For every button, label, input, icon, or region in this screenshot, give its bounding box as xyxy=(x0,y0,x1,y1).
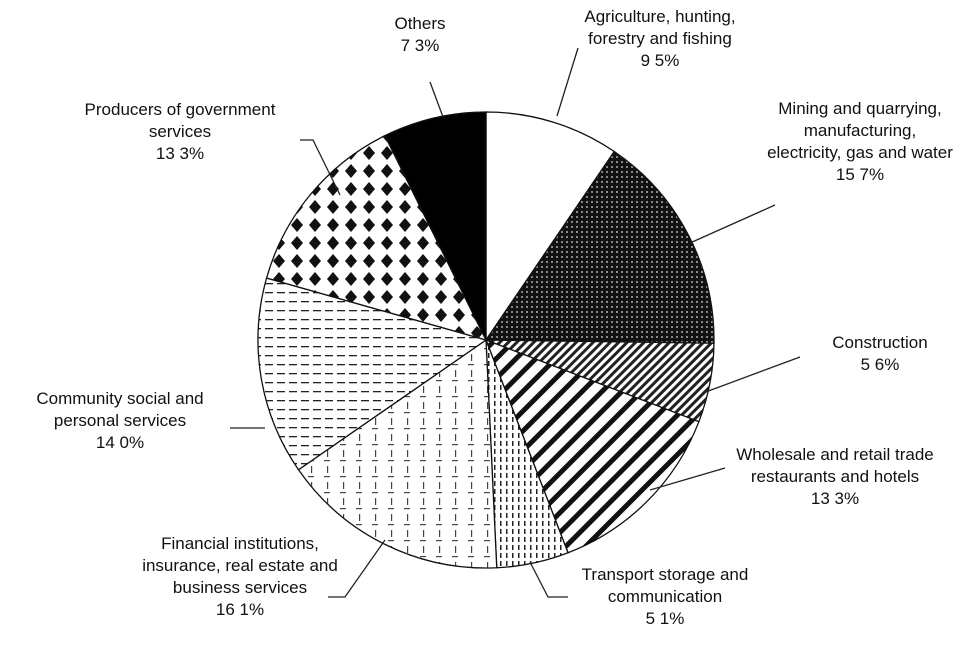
pie-slice xyxy=(484,150,715,344)
slice-label: Community social and personal services 14… xyxy=(15,388,225,454)
category: Others xyxy=(394,14,446,33)
category: Transport storage and communication xyxy=(581,565,749,606)
value-label: 9 5% xyxy=(640,51,680,70)
slice-label: Mining and quarrying, manufacturing, ele… xyxy=(765,98,955,186)
pie-slice xyxy=(257,277,488,471)
category: Wholesale and retail trade restaurants a… xyxy=(736,445,934,486)
leader-line xyxy=(649,467,726,491)
value-label: 5 1% xyxy=(645,609,685,628)
pie-slice xyxy=(265,134,488,342)
category: Construction xyxy=(832,333,928,352)
value-label: 14 0% xyxy=(95,433,145,452)
category: Agriculture, hunting, forestry and fishi… xyxy=(584,7,736,48)
value-label: 16 1% xyxy=(215,600,265,619)
value-label: 13 3% xyxy=(810,489,860,508)
leader-line xyxy=(429,81,444,118)
leader-line xyxy=(328,539,386,598)
leader-line xyxy=(529,561,568,598)
leader-line xyxy=(300,139,341,196)
pie-slice xyxy=(484,338,700,554)
slice-label: Financial institutions, insurance, real … xyxy=(120,533,360,621)
value-label: 15 7% xyxy=(835,165,885,184)
value-label: 7 3% xyxy=(400,36,440,55)
category: Financial institutions, insurance, real … xyxy=(142,534,338,597)
leader-line xyxy=(556,47,579,117)
category: Mining and quarrying, manufacturing, ele… xyxy=(767,99,953,162)
category: Producers of government services xyxy=(84,100,276,141)
leader-line xyxy=(689,204,776,244)
slice-label: Others 7 3% xyxy=(370,13,470,57)
leaders xyxy=(230,47,801,598)
slice-label: Construction 5 6% xyxy=(805,332,955,376)
slice-label: Producers of government services 13 3% xyxy=(55,99,305,165)
slice-label: Agriculture, hunting, forestry and fishi… xyxy=(560,6,760,72)
slices xyxy=(257,111,715,569)
leader-line xyxy=(702,356,801,394)
pie-slice xyxy=(485,111,616,343)
slice-label: Transport storage and communication 5 1% xyxy=(565,564,765,630)
value-label: 13 3% xyxy=(155,144,205,163)
pie-slice xyxy=(297,338,498,569)
pie-slice xyxy=(384,111,487,341)
category: Community social and personal services xyxy=(36,389,204,430)
slice-label: Wholesale and retail trade restaurants a… xyxy=(725,444,945,510)
value-label: 5 6% xyxy=(860,355,900,374)
